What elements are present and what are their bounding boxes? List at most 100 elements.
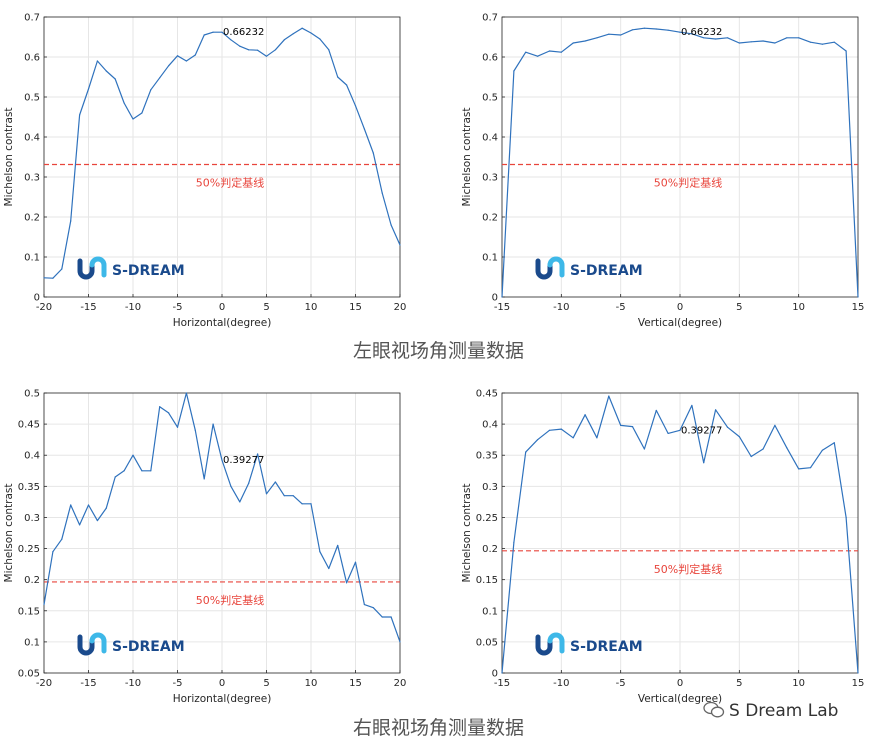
x-tick-label: 5 [263, 678, 269, 689]
data-point [363, 603, 365, 606]
peak-label: 0.66232 [681, 27, 722, 38]
y-axis-label: Michelson contrast [3, 484, 15, 583]
data-point [726, 426, 729, 428]
data-point [821, 449, 824, 451]
y-tick-label: 0.25 [18, 544, 40, 555]
y-tick-label: 0.3 [482, 482, 498, 493]
watermark-text: S Dream Lab [729, 701, 839, 721]
x-tick-label: 0 [677, 678, 683, 689]
data-point [212, 423, 214, 425]
x-tick-label: 15 [852, 302, 865, 313]
logo-mark-light [547, 256, 565, 278]
data-point [265, 493, 268, 495]
data-point [572, 437, 574, 439]
data-point [346, 84, 348, 86]
peak-label: 0.66232 [223, 27, 264, 38]
data-point [310, 32, 312, 34]
sdream-logo: S-DREAM [535, 632, 643, 656]
watermark: S Dream Lab [703, 701, 838, 721]
data-point [114, 476, 116, 478]
data-point [337, 76, 339, 78]
data-point [132, 454, 134, 456]
data-point [194, 429, 196, 431]
data-point [596, 437, 598, 439]
data-point [212, 31, 214, 33]
y-tick-label: 0.45 [18, 420, 40, 431]
data-point [631, 29, 634, 31]
data-point [79, 524, 81, 526]
y-tick-label: 0.4 [24, 133, 40, 144]
data-point [248, 49, 250, 51]
data-point [537, 439, 539, 441]
data-point [203, 34, 205, 36]
data-point [79, 114, 81, 116]
data-point [150, 89, 152, 91]
data-point [560, 51, 562, 53]
y-tick-label: 0.3 [24, 173, 40, 184]
data-point [168, 65, 170, 67]
y-tick-label: 0 [492, 669, 498, 680]
data-point [105, 507, 107, 509]
y-tick-label: 0.1 [24, 253, 40, 264]
data-point [61, 538, 63, 540]
data-point [274, 481, 276, 483]
data-point [833, 41, 835, 43]
data-point [114, 78, 116, 80]
data-point [786, 37, 788, 39]
data-point [319, 551, 321, 553]
data-point [52, 277, 54, 279]
logo-mark-light [89, 632, 107, 654]
y-tick-label: 0 [34, 293, 40, 304]
y-tick-label: 0.05 [476, 637, 498, 648]
data-point [548, 429, 551, 431]
y-tick-label: 0.35 [476, 451, 498, 462]
data-point [703, 462, 705, 464]
data-point [159, 77, 161, 79]
y-tick-label: 0.45 [476, 389, 498, 400]
data-point [301, 27, 303, 29]
y-tick-label: 0.15 [476, 575, 498, 586]
data-point [857, 672, 859, 674]
data-point [513, 70, 515, 72]
x-tick-label: -15 [494, 678, 510, 689]
y-tick-label: 0.6 [24, 53, 40, 64]
data-point [230, 485, 232, 487]
data-point [750, 41, 752, 43]
x-axis-label: Horizontal(degree) [173, 317, 272, 329]
data-point [248, 482, 250, 484]
sdream-logo: S-DREAM [77, 632, 185, 656]
y-tick-label: 0.15 [18, 606, 40, 617]
data-point [283, 39, 285, 41]
x-axis-label: Vertical(degree) [638, 317, 722, 329]
chart-right-horizontal: -20 -15 -10 -5 0 5 10 15 20 0.05 0.1 0.15 0.2 0.25 0.3… [3, 389, 406, 706]
threshold-label: 50%判定基线 [196, 176, 264, 190]
chart-left-horizontal: -20 -15 -10 -5 0 5 10 15 20 0 0.1 0.2 0.3 0.4 0.5 0.6 0.… [3, 13, 406, 330]
data-point [43, 277, 45, 279]
y-tick-label: 0.1 [482, 253, 498, 264]
x-tick-label: 10 [792, 678, 805, 689]
x-tick-label: -15 [80, 678, 96, 689]
chart-left-vertical: -15 -10 -5 0 5 10 15 0 0.1 0.2 0.3 0.4 0.5 0.6 0.7 Vert… [461, 13, 864, 330]
data-point [399, 641, 401, 643]
data-point [501, 296, 503, 298]
data-point [274, 49, 276, 51]
y-tick-label: 0.5 [482, 93, 498, 104]
y-tick-label: 0.2 [24, 575, 40, 586]
data-point [52, 551, 54, 553]
x-tick-label: 5 [736, 302, 742, 313]
data-point [381, 192, 383, 194]
y-tick-label: 0.5 [24, 389, 40, 400]
y-tick-label: 0.05 [18, 669, 40, 680]
data-point [537, 55, 539, 57]
data-point [738, 42, 740, 44]
data-point [399, 244, 401, 246]
data-point [715, 38, 717, 40]
x-tick-label: 15 [349, 302, 362, 313]
y-axis-label: Michelson contrast [461, 108, 473, 207]
data-point [87, 88, 90, 90]
data-point [833, 442, 835, 444]
data-point [185, 60, 187, 62]
data-point [141, 470, 143, 472]
x-tick-label: -10 [125, 678, 141, 689]
logo-mark-dark [77, 258, 95, 280]
